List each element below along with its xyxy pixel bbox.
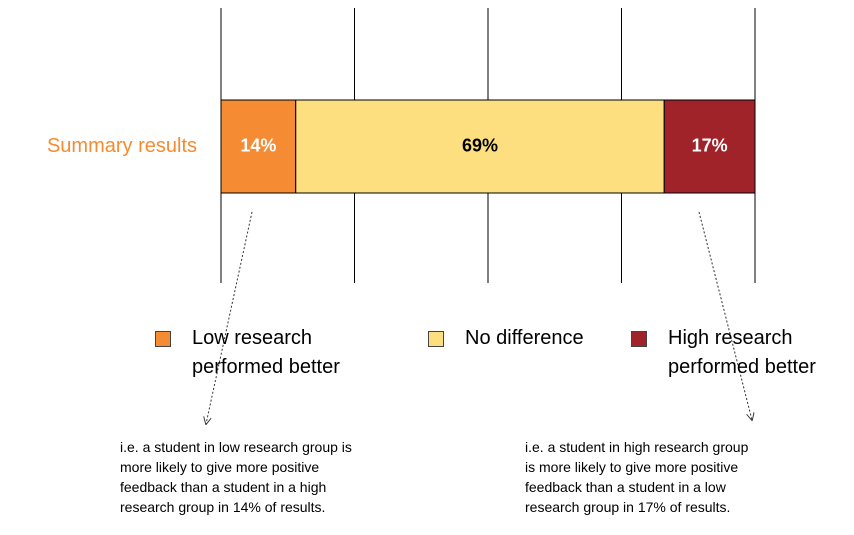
annotation-line: feedback than a student in a low — [525, 479, 726, 495]
annotation-line: is more likely to give more positive — [525, 459, 739, 475]
legend-label: High research performed better — [668, 327, 816, 378]
annotation-line: research group in 17% of results. — [525, 499, 731, 515]
annotation-line: i.e. a student in low research group is — [120, 439, 352, 455]
pointer-arrow — [206, 211, 253, 424]
bar-segment — [295, 99, 665, 194]
annotation-line: research group in 14% of results. — [120, 499, 326, 515]
legend-swatch — [155, 331, 171, 347]
annotation-line: more likely to give more positive — [120, 459, 320, 475]
bar-segment — [663, 99, 756, 194]
category-label: Summary results — [47, 135, 197, 157]
legend-label: No difference — [465, 327, 584, 349]
value-label: 14% — [240, 135, 276, 155]
pointer-arrow — [698, 211, 752, 420]
legend-swatch — [428, 331, 444, 347]
annotation-line: feedback than a student in a high — [120, 479, 327, 495]
legend-swatch — [631, 331, 647, 347]
value-label: 17% — [692, 135, 728, 155]
legend-label: Low research performed better — [192, 327, 340, 378]
value-label: 69% — [462, 135, 498, 155]
annotation-line: i.e. a student in high research group — [525, 439, 749, 455]
